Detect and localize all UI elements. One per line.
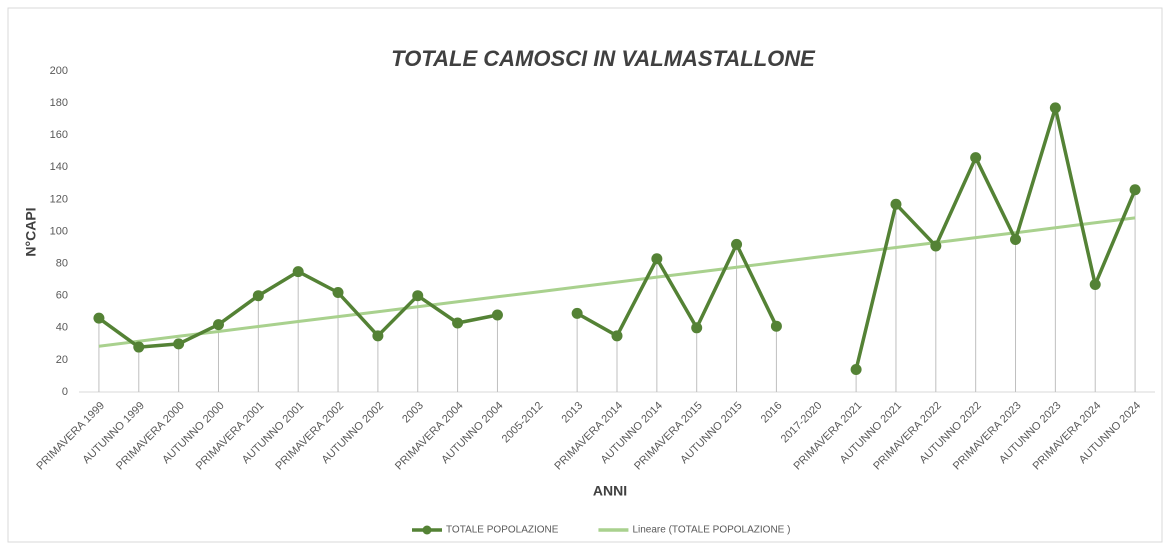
point (252, 290, 264, 302)
y-tick-label: 20 (56, 354, 68, 366)
legend-marker (422, 525, 432, 535)
point (571, 307, 583, 319)
legend-label: Lineare (TOTALE POPOLAZIONE ) (632, 525, 790, 536)
chart-frame (7, 7, 1163, 543)
y-tick-label: 180 (50, 97, 68, 109)
y-tick-label: 40 (56, 322, 68, 334)
point (292, 266, 304, 278)
point (212, 319, 224, 331)
point (651, 253, 663, 265)
legend-label: TOTALE POPOLAZIONE (446, 525, 559, 536)
trend-line (98, 216, 1136, 348)
point (970, 152, 982, 164)
point (173, 338, 185, 350)
y-tick-label: 100 (50, 225, 68, 237)
point (372, 330, 384, 342)
point (452, 317, 464, 329)
point (890, 198, 902, 210)
y-tick-label: 200 (50, 65, 68, 77)
point (332, 286, 344, 298)
point (930, 240, 942, 252)
point (691, 322, 703, 334)
point (611, 330, 623, 342)
y-tick-label: 80 (56, 258, 68, 270)
point (770, 320, 782, 332)
x-axis-label: ANNI (593, 483, 627, 499)
y-tick-label: 120 (50, 193, 68, 205)
y-tick-label: 160 (50, 129, 68, 141)
point (731, 238, 743, 250)
point (412, 290, 424, 302)
point (491, 309, 503, 321)
point (1049, 102, 1061, 114)
y-tick-label: 140 (50, 161, 68, 173)
chart-title: TOTALE CAMOSCI IN VALMASTALLONE (391, 46, 816, 71)
point (1129, 184, 1141, 196)
point (1010, 234, 1022, 246)
point (1089, 278, 1101, 290)
point (93, 312, 105, 324)
y-tick-label: 0 (62, 386, 68, 398)
point (133, 341, 145, 353)
point (850, 364, 862, 376)
y-tick-label: 60 (56, 290, 68, 302)
y-axis-label: N°CAPI (23, 207, 39, 256)
